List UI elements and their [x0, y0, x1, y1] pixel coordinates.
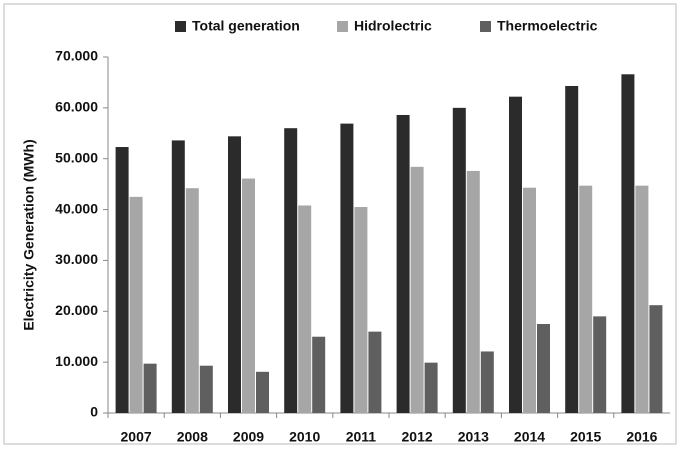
- frame: [3, 3, 677, 445]
- legend-label: Thermoelectric: [497, 18, 598, 34]
- y-axis-label: Electricity Generation (MWh): [21, 139, 37, 330]
- x-tick-label: 2009: [233, 429, 264, 445]
- bar: [256, 371, 269, 413]
- bar: [228, 136, 241, 413]
- bar: [537, 324, 550, 413]
- bar: [115, 147, 129, 413]
- legend-label: Hidrolectric: [354, 18, 432, 34]
- bar: [649, 305, 663, 413]
- y-tick-label: 30.000: [55, 251, 98, 267]
- bar: [509, 96, 522, 413]
- x-tick-label: 2007: [121, 429, 152, 445]
- legend-label: Total generation: [192, 18, 300, 34]
- bar: [452, 107, 466, 413]
- bar: [466, 170, 480, 413]
- x-tick-label: 2010: [289, 429, 320, 445]
- x-tick-label: 2015: [570, 429, 601, 445]
- legend-swatch: [480, 21, 491, 32]
- bar: [565, 85, 579, 413]
- bar: [312, 336, 326, 413]
- bar: [410, 166, 424, 413]
- bar: [185, 188, 199, 413]
- bar: [340, 123, 354, 413]
- bar: [242, 178, 255, 413]
- y-tick-label: 10.000: [55, 353, 98, 369]
- bar: [635, 185, 649, 413]
- x-tick-label: 2011: [346, 429, 377, 445]
- y-tick-label: 20.000: [55, 302, 98, 318]
- legend-swatch: [337, 21, 348, 32]
- x-tick-label: 2012: [402, 429, 433, 445]
- y-tick-label: 50.000: [55, 149, 98, 165]
- y-tick-label: 60.000: [55, 99, 98, 115]
- x-tick-label: 2008: [177, 429, 208, 445]
- y-tick-label: 40.000: [55, 200, 98, 216]
- bar: [368, 331, 382, 413]
- bar: [143, 363, 157, 413]
- bar: [354, 207, 368, 413]
- y-tick-label: 0: [90, 404, 98, 420]
- bar: [424, 362, 438, 413]
- bar: [579, 185, 593, 413]
- bar: [171, 140, 185, 414]
- bar: [129, 196, 143, 413]
- x-tick-label: 2014: [514, 429, 545, 445]
- bar: [523, 187, 536, 413]
- bar: [621, 74, 635, 413]
- bar: [298, 205, 312, 413]
- bar: [199, 365, 213, 413]
- bar: [284, 128, 298, 413]
- bar: [396, 114, 410, 413]
- y-tick-label: 70.000: [55, 48, 98, 64]
- x-tick-label: 2013: [458, 429, 489, 445]
- bar: [593, 316, 607, 413]
- legend-swatch: [175, 21, 186, 32]
- bar: [480, 351, 494, 413]
- x-tick-label: 2016: [626, 429, 657, 445]
